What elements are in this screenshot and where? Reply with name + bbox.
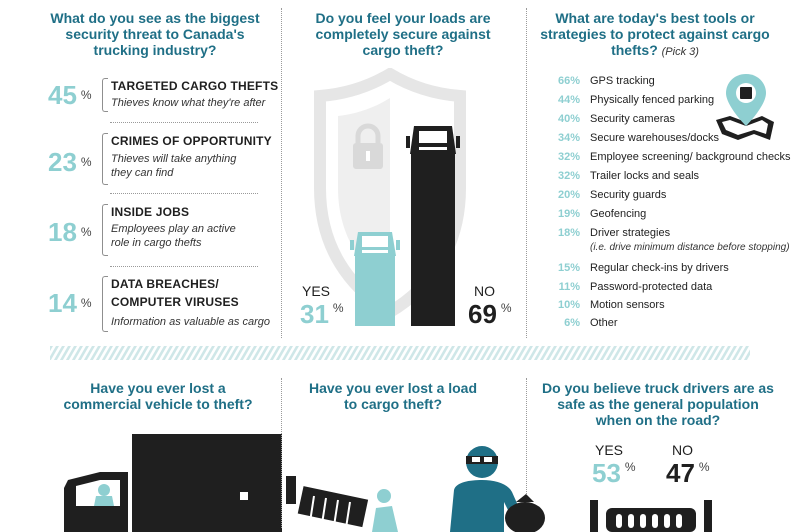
divider (110, 266, 258, 267)
threat-value: 23% (48, 147, 92, 177)
truck-no-bar (406, 126, 460, 326)
thief-with-bag-icon (450, 446, 545, 532)
panel6-title: Do you believe truck drivers are as safe… (542, 380, 774, 428)
threat-value: 45% (48, 80, 92, 110)
threat-value: 14% (48, 288, 92, 318)
panel3-title: What are today's best tools or strategie… (540, 10, 770, 58)
gps-pin-icon (716, 74, 774, 140)
threat-value: 18% (48, 217, 92, 247)
truck-yes-bar (350, 232, 400, 326)
threat-title: INSIDE JOBS (111, 205, 190, 219)
column-divider (281, 378, 282, 528)
no-label: NO (672, 442, 693, 458)
yes-label: YES (595, 442, 624, 458)
threat-desc-2: they can find (111, 167, 174, 179)
column-divider (526, 378, 527, 528)
section-divider (50, 346, 750, 360)
panel4-title: Have you ever lost a commercial vehicle … (63, 380, 253, 412)
brace (102, 78, 108, 112)
brace (102, 204, 108, 256)
lock-icon (353, 123, 383, 169)
panel1-title: What do you see as the biggest security … (50, 10, 260, 58)
driver-note: (i.e. drive minimum distance before stop… (590, 242, 790, 253)
thief-pushing-cargo-icon (286, 476, 398, 532)
threat-title: CRIMES OF OPPORTUNITY (111, 134, 272, 148)
threat-desc: Information as valuable as cargo (111, 316, 270, 328)
threat-title: TARGETED CARGO THEFTS (111, 79, 279, 93)
divider (110, 193, 258, 194)
column-divider (281, 8, 282, 338)
threat-desc: Employees play an active (111, 223, 236, 235)
threat-desc: Thieves know what they're after (111, 97, 266, 109)
pick-note: (Pick 3) (661, 46, 699, 58)
no-value: 47% (666, 458, 710, 488)
truck-front-icon (590, 500, 712, 532)
threat-desc: Thieves will take anything (111, 153, 237, 165)
panel2-title: Do you feel your loads are completely se… (315, 10, 491, 58)
threat-title: DATA BREACHES/ (111, 277, 219, 291)
no-label: NO (474, 283, 495, 299)
divider (110, 122, 258, 123)
yes-value: 53% (592, 458, 636, 488)
threat-title-2: COMPUTER VIRUSES (111, 295, 239, 309)
no-value: 69% (468, 299, 512, 329)
yes-value: 31% (300, 299, 344, 329)
brace (102, 276, 108, 332)
stolen-truck-icon (64, 434, 282, 532)
brace (102, 133, 108, 185)
yes-label: YES (302, 283, 331, 299)
panel5-title: Have you ever lost a load to cargo theft… (308, 380, 478, 412)
threat-desc-2: role in cargo thefts (111, 237, 202, 249)
column-divider (526, 8, 527, 338)
